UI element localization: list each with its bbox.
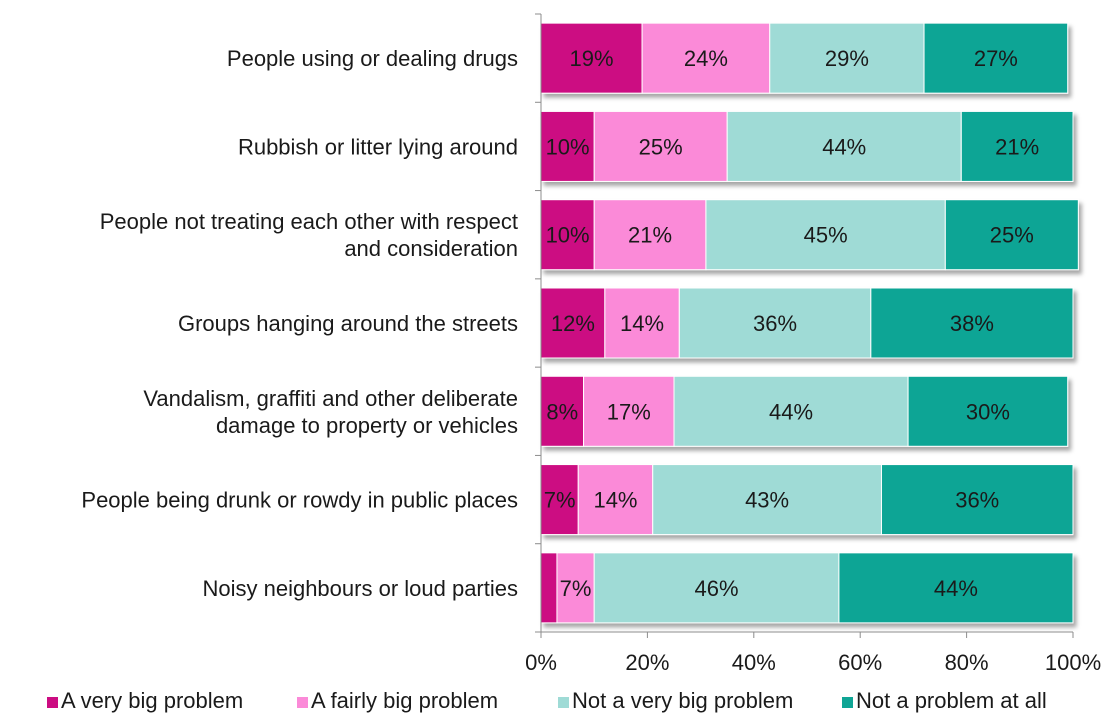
category-label: People using or dealing drugs <box>227 46 518 71</box>
data-label: 10% <box>546 223 590 248</box>
data-label: 21% <box>628 223 672 248</box>
category-label: Rubbish or litter lying around <box>238 134 518 159</box>
bar-segment <box>870 287 1074 359</box>
data-label: 14% <box>620 311 664 336</box>
data-label: 45% <box>804 223 848 248</box>
bar-segment <box>652 464 882 536</box>
category-label: People being drunk or rowdy in public pl… <box>81 488 518 513</box>
data-label: 7% <box>544 488 576 513</box>
x-tick-label: 100% <box>1045 650 1101 675</box>
bar-segment <box>540 552 558 624</box>
legend-swatch <box>558 697 569 708</box>
legend-swatch <box>47 697 58 708</box>
legend-label: Not a problem at all <box>856 688 1047 713</box>
legend-swatch <box>842 697 853 708</box>
bar-group <box>540 464 1074 536</box>
legend-swatch <box>297 697 308 708</box>
x-tick-label: 80% <box>945 650 989 675</box>
bar-segment <box>540 22 643 94</box>
legend-label: A very big problem <box>61 688 243 713</box>
bar-segment <box>678 287 872 359</box>
bar-segment <box>556 552 595 624</box>
bar-segment <box>726 110 962 182</box>
bar-segment <box>960 110 1074 182</box>
category-label: Groups hanging around the streets <box>178 311 518 336</box>
bar-segment <box>540 287 606 359</box>
category-label: and consideration <box>344 236 518 261</box>
data-label: 12% <box>551 311 595 336</box>
data-label: 44% <box>822 134 866 159</box>
bar-segment <box>540 464 579 536</box>
data-label: 14% <box>593 488 637 513</box>
category-label: Vandalism, graffiti and other deliberate <box>143 386 518 411</box>
bar-group <box>540 375 1069 447</box>
data-label: 8% <box>546 399 578 424</box>
bar-segment <box>907 375 1069 447</box>
data-label: 29% <box>825 46 869 71</box>
data-label: 46% <box>695 576 739 601</box>
bar-group <box>540 110 1074 182</box>
bar-segment <box>583 375 675 447</box>
x-tick-label: 40% <box>732 650 776 675</box>
bar-segment <box>540 110 595 182</box>
data-label: 24% <box>684 46 728 71</box>
bar-group <box>540 22 1069 94</box>
bar-segment <box>880 464 1074 536</box>
bar-segment <box>641 22 771 94</box>
bar-segment <box>593 110 728 182</box>
data-label: 27% <box>974 46 1018 71</box>
category-label: People not treating each other with resp… <box>100 209 518 234</box>
bar-group <box>540 552 1074 624</box>
legend: A very big problem A fairly big problem No… <box>47 688 1047 713</box>
category-label: damage to property or vehicles <box>216 413 518 438</box>
category-label: Noisy neighbours or loud parties <box>202 576 518 601</box>
bar-segment <box>577 464 654 536</box>
data-label: 19% <box>570 46 614 71</box>
bar-segment <box>923 22 1069 94</box>
data-label: 44% <box>769 399 813 424</box>
data-label: 44% <box>934 576 978 601</box>
data-label: 25% <box>639 134 683 159</box>
bar-group <box>540 287 1074 359</box>
data-label: 30% <box>966 399 1010 424</box>
data-label: 10% <box>546 134 590 159</box>
x-tick-label: 0% <box>525 650 557 675</box>
data-label: 21% <box>995 134 1039 159</box>
data-label: 17% <box>607 399 651 424</box>
bar-segment <box>593 199 707 271</box>
bar-segment <box>838 552 1074 624</box>
bar-group <box>540 199 1079 271</box>
data-label: 43% <box>745 488 789 513</box>
bar-segment <box>769 22 925 94</box>
data-label: 7% <box>560 576 592 601</box>
bar-segment <box>604 287 680 359</box>
bar-segment <box>944 199 1079 271</box>
bar-segment <box>673 375 909 447</box>
legend-label: A fairly big problem <box>311 688 498 713</box>
x-tick-label: 20% <box>625 650 669 675</box>
data-label: 25% <box>990 223 1034 248</box>
data-label: 36% <box>753 311 797 336</box>
legend-label: Not a very big problem <box>572 688 793 713</box>
data-label: 38% <box>950 311 994 336</box>
data-label: 36% <box>955 488 999 513</box>
x-tick-label: 60% <box>838 650 882 675</box>
